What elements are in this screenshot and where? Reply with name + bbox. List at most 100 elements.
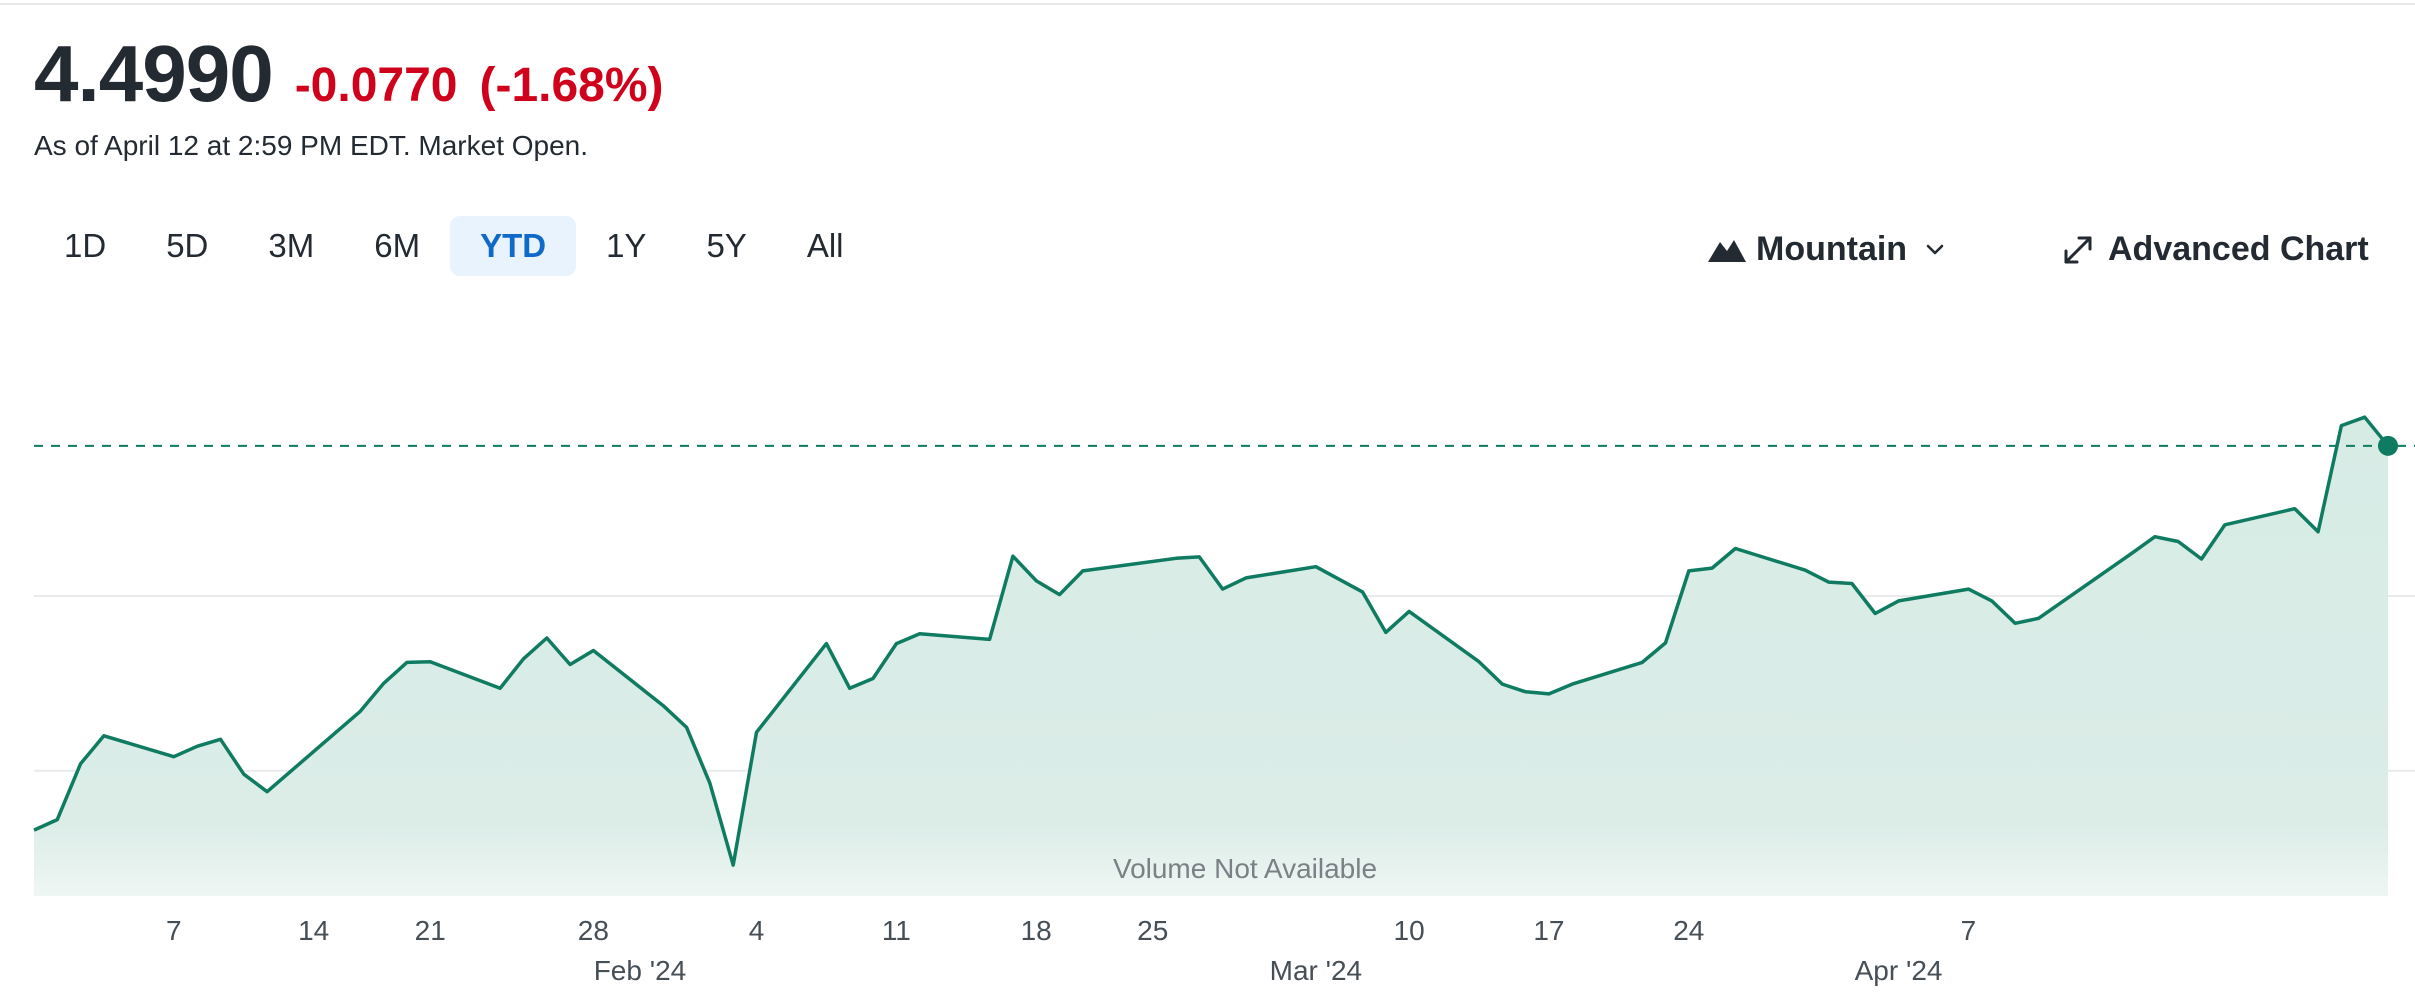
price-chart[interactable]: 7 14 21 28 4 11 18 25 10 17 24 7 Feb '24 Mar '24 Apr '… [0,300,2415,1000]
price-point[interactable] [261,786,273,798]
quote-header: 4.4990 -0.0770 (-1.68%) [34,28,664,120]
price-point[interactable] [890,638,902,650]
price-point[interactable] [354,705,366,717]
price-point[interactable] [1962,583,1974,595]
range-6m-button[interactable]: 6M [374,227,421,264]
price-point[interactable] [1356,586,1368,598]
range-3m-button[interactable]: 3M [268,227,315,264]
range-5y-button[interactable]: 5Y [706,227,747,264]
price-point[interactable] [75,758,87,770]
price-point[interactable] [1706,562,1718,574]
price-point[interactable] [1217,583,1229,595]
price-point[interactable] [168,751,180,763]
price-point[interactable] [424,656,436,668]
price-point[interactable] [681,721,693,733]
price-point[interactable] [2335,420,2347,432]
price-point[interactable] [2289,503,2301,515]
x-tick-label: 7 [166,915,182,946]
price-point[interactable] [844,682,856,694]
price-point[interactable] [867,672,879,684]
price-point[interactable] [1380,626,1392,638]
price-point[interactable] [378,677,390,689]
price-point[interactable] [1566,678,1578,690]
price-point[interactable] [2172,536,2184,548]
price-point[interactable] [984,633,996,645]
price-point[interactable] [2312,526,2324,538]
price-point[interactable] [1030,575,1042,587]
price-series-line [33,415,2390,867]
range-1y-button[interactable]: 1Y [606,227,647,264]
volume-not-available-label: Volume Not Available [1113,853,1377,884]
price-point[interactable] [1869,608,1881,620]
price-point[interactable] [914,628,926,640]
price-point[interactable] [1054,589,1066,601]
price-point[interactable] [1543,688,1555,700]
price-point[interactable] [1520,686,1532,698]
price-point[interactable] [238,768,250,780]
x-month-label: Apr '24 [1855,955,1943,986]
price-point[interactable] [401,656,413,668]
x-tick-label: 14 [298,915,329,946]
price-point[interactable] [517,653,529,665]
price-point[interactable] [587,645,599,657]
price-point[interactable] [1799,564,1811,576]
x-tick-label: 17 [1533,915,1564,946]
price-point[interactable] [704,777,716,789]
top-divider [0,3,2415,5]
price-point[interactable] [727,859,739,871]
price-point[interactable] [541,632,553,644]
price-point[interactable] [1473,656,1485,668]
range-all-button[interactable]: All [806,227,844,264]
price-point[interactable] [2009,617,2021,629]
range-ytd-button[interactable]: YTD [450,216,577,276]
price-point[interactable] [51,814,63,826]
price-point[interactable] [1240,572,1252,584]
price-point[interactable] [1893,595,1905,607]
x-tick-label: 28 [578,915,609,946]
price-point[interactable] [2149,531,2161,543]
price-point[interactable] [2359,411,2371,423]
price-point[interactable] [1077,565,1089,577]
price-point[interactable] [1193,551,1205,563]
price-point[interactable] [1986,595,1998,607]
price-point[interactable] [1636,656,1648,668]
quote-timestamp: As of April 12 at 2:59 PM EDT. Market Op… [34,130,589,161]
price-point[interactable] [2126,547,2138,559]
price-point[interactable] [1170,552,1182,564]
price-point[interactable] [657,700,669,712]
range-5d-button[interactable]: 5D [166,227,209,264]
x-tick-label: 21 [415,915,446,946]
price-point[interactable] [1846,577,1858,589]
price-point[interactable] [2219,519,2231,531]
x-tick-label: 18 [1021,915,1052,946]
price-point[interactable] [2196,553,2208,565]
advanced-chart-button[interactable]: Advanced Chart [2062,230,2369,269]
x-tick-label: 4 [749,915,765,946]
x-month-label: Mar '24 [1270,955,1363,986]
price-point[interactable] [1403,605,1415,617]
price-point[interactable] [564,659,576,671]
price-point[interactable] [1823,576,1835,588]
price-point[interactable] [214,733,226,745]
price-point[interactable] [98,730,110,742]
price-point[interactable] [751,726,763,738]
price-point[interactable] [1683,565,1695,577]
price-change: -0.0770 [294,59,458,112]
x-month-label: Feb '24 [594,955,687,986]
price-point[interactable] [1659,637,1671,649]
price-point[interactable] [1496,678,1508,690]
price-point[interactable] [820,638,832,650]
price-point[interactable] [1333,573,1345,585]
price-point[interactable] [28,824,40,836]
expand-arrows-icon [2064,236,2092,263]
chart-type-dropdown[interactable]: Mountain [1708,230,1947,269]
x-tick-label: 7 [1961,915,1977,946]
price-point[interactable] [494,682,506,694]
price-point[interactable] [1729,543,1741,555]
price-point[interactable] [1007,550,1019,562]
price-point[interactable] [2032,612,2044,624]
range-1d-button[interactable]: 1D [64,227,107,264]
price-point[interactable] [191,740,203,752]
range-selector: 1D 5D 3M 6M YTD 1Y 5Y All [34,216,874,276]
price-point[interactable] [1310,561,1322,573]
